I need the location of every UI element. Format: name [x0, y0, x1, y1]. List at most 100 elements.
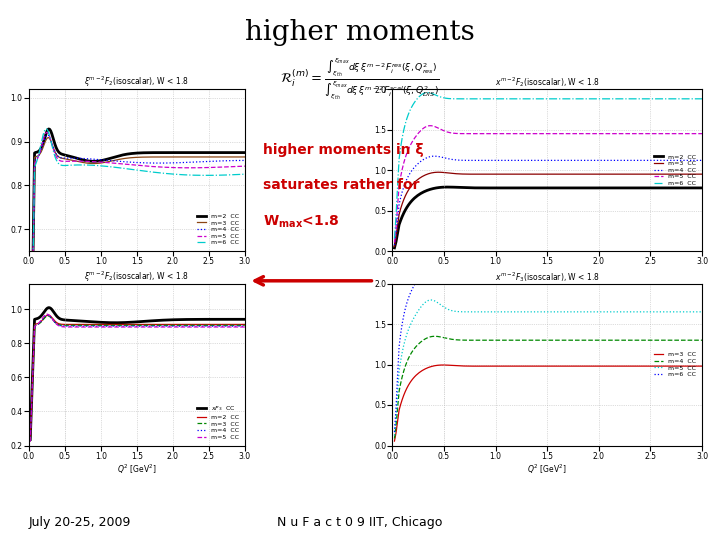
m=3  CC — [449, 170, 457, 177]
m=6  CC — [26, 441, 35, 448]
m=2  CC — [223, 150, 232, 156]
m=3  CC — [390, 243, 399, 249]
m=4  CC — [673, 157, 682, 164]
m=2  CC — [44, 312, 53, 318]
m=4  CC — [684, 337, 693, 343]
m=3  CC — [67, 157, 76, 163]
m=3  CC — [409, 181, 418, 187]
m=6  CC — [409, 102, 418, 108]
$xF_3$  CC — [84, 318, 93, 325]
m=2  CC — [698, 185, 706, 191]
$xF_3$  CC — [67, 317, 76, 323]
m=6  CC — [390, 429, 399, 435]
m=3  CC — [223, 154, 232, 160]
Legend: $xF_3$  CC, m=2  CC, m=3  CC, m=4  CC, m=5  CC: $xF_3$ CC, m=2 CC, m=3 CC, m=4 CC, m=5 C… — [194, 402, 242, 442]
Text: N u F a c t 0 9 IIT, Chicago: N u F a c t 0 9 IIT, Chicago — [277, 516, 443, 529]
m=3  CC — [26, 438, 35, 444]
m=4  CC — [67, 323, 76, 329]
m=3  CC — [35, 152, 43, 158]
$xF_3$  CC — [39, 310, 48, 316]
m=5  CC — [67, 324, 76, 330]
m=4  CC — [402, 359, 411, 366]
m=6  CC — [415, 276, 423, 283]
Line: m=5  CC: m=5 CC — [395, 126, 702, 242]
m=3  CC — [673, 363, 682, 369]
Title: $\xi^{m-2}F_2$(isoscalar), W < 1.8: $\xi^{m-2}F_2$(isoscalar), W < 1.8 — [84, 269, 189, 284]
m=6  CC — [474, 96, 482, 102]
m=5  CC — [673, 131, 682, 137]
m=5  CC — [684, 131, 693, 137]
m=4  CC — [431, 333, 439, 340]
m=3  CC — [43, 313, 52, 319]
m=3  CC — [438, 362, 446, 368]
m=5  CC — [231, 324, 240, 330]
m=5  CC — [42, 129, 50, 136]
m=5  CC — [684, 309, 693, 315]
m=5  CC — [67, 158, 76, 165]
m=6  CC — [223, 172, 232, 178]
m=3  CC — [673, 171, 682, 178]
m=5  CC — [84, 158, 93, 165]
m=6  CC — [402, 116, 411, 122]
m=4  CC — [409, 347, 418, 354]
m=5  CC — [409, 137, 418, 144]
m=6  CC — [42, 126, 50, 132]
m=6  CC — [423, 90, 431, 96]
m=6  CC — [402, 300, 411, 306]
Line: m=5  CC: m=5 CC — [30, 314, 245, 441]
m=3  CC — [402, 385, 411, 392]
m=2  CC — [39, 140, 48, 146]
m=3  CC — [474, 171, 482, 178]
m=2  CC — [35, 320, 43, 326]
$xF_3$  CC — [44, 305, 53, 311]
m=5  CC — [409, 316, 418, 323]
m=5  CC — [39, 314, 48, 320]
m=2  CC — [474, 185, 482, 191]
m=4  CC — [35, 320, 43, 327]
$xF_3$  CC — [26, 436, 35, 443]
m=4  CC — [431, 153, 439, 159]
m=4  CC — [231, 157, 240, 164]
Line: m=3  CC: m=3 CC — [395, 172, 702, 246]
m=6  CC — [240, 171, 249, 178]
m=5  CC — [43, 311, 52, 318]
m=4  CC — [231, 323, 240, 329]
m=3  CC — [474, 363, 482, 369]
m=6  CC — [684, 279, 693, 285]
m=3  CC — [409, 375, 418, 382]
Line: m=3  CC: m=3 CC — [395, 365, 702, 441]
m=2  CC — [409, 196, 418, 202]
m=5  CC — [673, 309, 682, 315]
m=2  CC — [231, 150, 240, 156]
m=5  CC — [474, 131, 482, 137]
m=4  CC — [390, 435, 399, 442]
Title: $x^{m-2}F_2$(isoscalar), W < 1.8: $x^{m-2}F_2$(isoscalar), W < 1.8 — [495, 75, 600, 89]
m=4  CC — [223, 158, 232, 164]
m=5  CC — [240, 163, 249, 170]
m=4  CC — [698, 337, 706, 343]
m=2  CC — [67, 153, 76, 160]
Line: m=3  CC: m=3 CC — [30, 138, 245, 441]
m=3  CC — [84, 322, 93, 328]
m=2  CC — [67, 321, 76, 328]
m=5  CC — [390, 239, 399, 246]
m=3  CC — [231, 322, 240, 328]
m=5  CC — [26, 440, 35, 447]
m=5  CC — [223, 324, 232, 330]
Title: $x^{m-2}F_3$(isoscalar), W < 1.8: $x^{m-2}F_3$(isoscalar), W < 1.8 — [495, 269, 600, 284]
m=4  CC — [449, 336, 457, 343]
m=5  CC — [449, 130, 457, 137]
m=3  CC — [84, 160, 93, 166]
Line: m=3  CC: m=3 CC — [30, 316, 245, 441]
m=6  CC — [474, 279, 482, 285]
m=2  CC — [35, 148, 43, 154]
m=3  CC — [39, 316, 48, 323]
m=5  CC — [402, 331, 411, 338]
Line: m=5  CC: m=5 CC — [395, 300, 702, 436]
Text: saturates rather for: saturates rather for — [263, 178, 419, 192]
m=6  CC — [684, 96, 693, 102]
m=4  CC — [39, 140, 48, 147]
m=2  CC — [44, 126, 53, 132]
m=4  CC — [39, 315, 48, 322]
m=5  CC — [698, 130, 706, 137]
